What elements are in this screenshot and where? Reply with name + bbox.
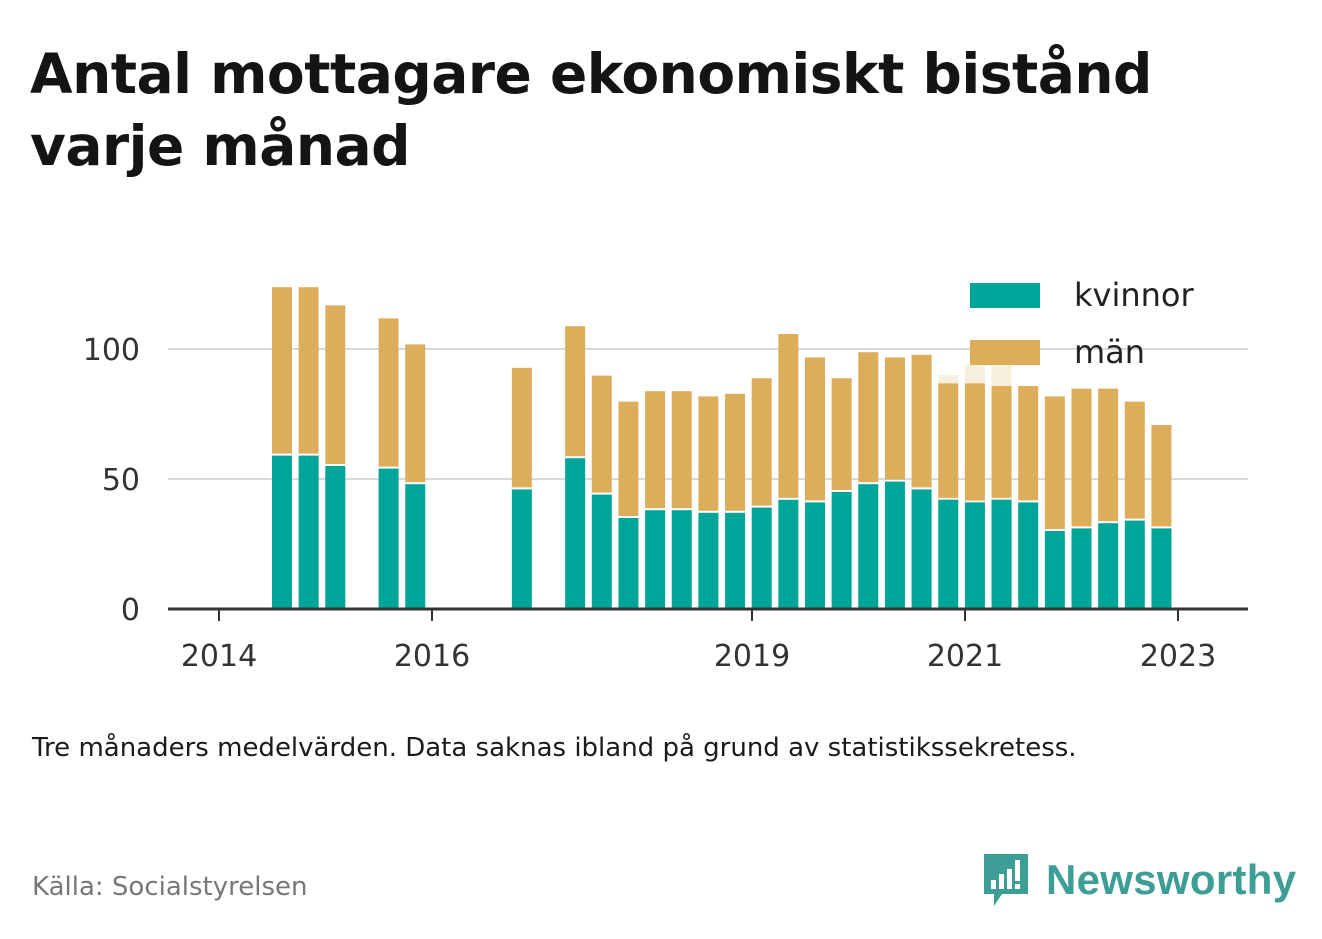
bar-man [272, 287, 292, 454]
bar-kvinnor [618, 518, 639, 609]
bar-kvinnor [884, 481, 905, 609]
legend-swatch [970, 283, 1040, 308]
bar-kvinnor [938, 499, 959, 609]
bar-kvinnor [1124, 520, 1145, 609]
bar-kvinnor [511, 489, 532, 609]
bar-man [618, 401, 639, 516]
bar-man [1151, 425, 1172, 527]
bar-man [725, 393, 746, 511]
bar-kvinnor [591, 494, 612, 609]
bar-kvinnor [1151, 528, 1172, 609]
bar-man [325, 305, 346, 464]
bar-chart: 0 50 100 2014 2016 2019 2021 2023 kvinnor män [83, 276, 1248, 674]
newsworthy-logo[interactable]: Newsworthy [980, 850, 1296, 910]
bar-man [1124, 401, 1145, 519]
bar-kvinnor [565, 458, 586, 609]
chart-note: Tre månaders medelvärden. Data saknas ib… [32, 733, 1077, 763]
brand-name: Newsworthy [1046, 856, 1297, 903]
bar-man [805, 357, 825, 501]
bar-kvinnor [645, 510, 666, 609]
y-tick-label: 50 [102, 463, 140, 498]
bar-man [938, 383, 959, 498]
bar-man [858, 352, 879, 483]
bar-man [1044, 396, 1065, 529]
bar-kvinnor [858, 484, 879, 609]
legend: kvinnor män [970, 276, 1195, 371]
newsworthy-icon [984, 854, 1028, 906]
legend-label: män [1074, 333, 1145, 371]
bar-man [1098, 388, 1119, 522]
x-tick-label: 2023 [1140, 639, 1216, 674]
bars [272, 287, 1172, 609]
bar-man [964, 383, 985, 501]
source-label: Källa: Socialstyrelsen [32, 872, 308, 902]
bar-man [751, 378, 772, 506]
bar-man [511, 367, 532, 488]
bar-kvinnor [298, 455, 319, 609]
bar-man [884, 357, 905, 480]
bar-kvinnor [725, 512, 746, 609]
bar-man [565, 326, 586, 457]
legend-swatch [970, 340, 1040, 365]
bar-kvinnor [778, 499, 799, 609]
bar-man [645, 391, 666, 509]
bar-kvinnor [1044, 531, 1065, 609]
bar-man [991, 386, 1012, 498]
y-tick-label: 0 [121, 593, 140, 628]
bar-kvinnor [671, 510, 692, 609]
bar-man [911, 354, 932, 488]
bar-kvinnor [1018, 502, 1039, 609]
y-tick-label: 100 [83, 333, 140, 368]
x-axis-ticks: 2014 2016 2019 2021 2023 [181, 639, 1216, 674]
bar-man [591, 375, 612, 493]
legend-label: kvinnor [1074, 276, 1195, 314]
bar-kvinnor [964, 502, 985, 609]
x-tick-label: 2014 [181, 639, 257, 674]
bar-kvinnor [805, 502, 825, 609]
bar-kvinnor [991, 499, 1012, 609]
bar-man [698, 396, 719, 511]
bar-man [671, 391, 692, 509]
bar-man [298, 287, 319, 454]
chart-title: Antal mottagare ekonomiskt bistånd varje… [30, 42, 1152, 178]
bar-man [778, 334, 799, 498]
bar-kvinnor [1071, 528, 1092, 609]
bar-kvinnor [405, 484, 426, 609]
bar-kvinnor [378, 468, 399, 609]
bar-kvinnor [911, 489, 932, 609]
bar-kvinnor [272, 455, 292, 609]
x-axis [168, 607, 1248, 621]
bar-man [1018, 386, 1039, 501]
bar-man [831, 378, 852, 490]
bar-kvinnor [698, 512, 719, 609]
bar-kvinnor [751, 507, 772, 609]
bar-kvinnor [1098, 523, 1119, 609]
bar-man [405, 344, 426, 483]
bar-man [378, 318, 399, 467]
bar-man [1071, 388, 1092, 527]
x-tick-label: 2021 [927, 639, 1003, 674]
y-axis-ticks: 0 50 100 [83, 333, 140, 628]
x-tick-label: 2016 [394, 639, 470, 674]
bar-kvinnor [325, 466, 346, 609]
x-tick-label: 2019 [714, 639, 790, 674]
bar-kvinnor [831, 492, 852, 609]
